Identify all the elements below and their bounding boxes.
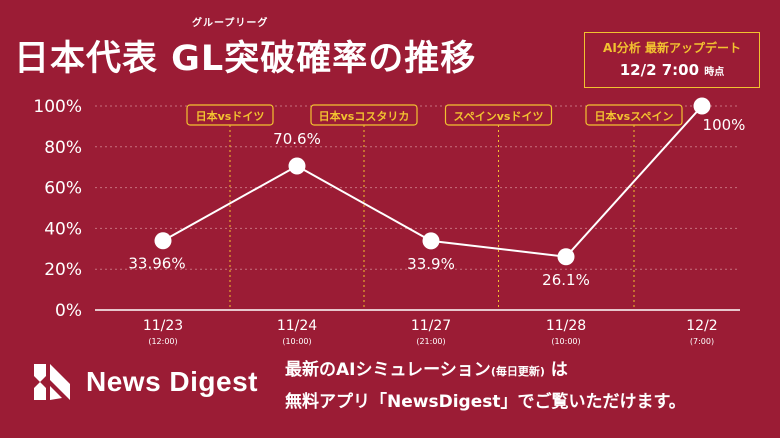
match-label: 日本vsドイツ [196, 109, 265, 123]
page-title: 日本代表 GL突破確率の推移 [14, 39, 477, 79]
update-timestamp: 12/2 7:00 時点 [585, 61, 759, 79]
data-point [422, 232, 440, 250]
x-tick-time-label: (21:00) [416, 337, 445, 346]
data-point [557, 248, 575, 266]
match-label: スペインvsドイツ [454, 110, 544, 123]
x-tick-label: 11/24 [277, 318, 317, 334]
x-tick-label: 11/23 [143, 318, 183, 334]
x-tick-time-label: (10:00) [551, 337, 580, 346]
data-label: 26.1% [542, 271, 590, 289]
promo-line-1-end: は [550, 360, 568, 380]
data-label: 100% [703, 116, 746, 134]
data-label: 33.96% [128, 255, 185, 273]
update-suffix: 時点 [704, 67, 725, 78]
x-tick-label: 12/2 [686, 318, 717, 334]
x-tick-label: 11/27 [411, 318, 451, 334]
update-label: AI分析 最新アップデート [603, 41, 741, 55]
news-digest-logo-icon [34, 364, 70, 400]
match-label-box [444, 104, 553, 126]
match-label-box [186, 104, 274, 126]
update-badge: AI分析 最新アップデート 12/2 7:00 時点 [584, 32, 760, 88]
title-ruby: グループリーグ [192, 18, 269, 29]
promo-line-1-note: (毎日更新) [490, 365, 545, 378]
data-point [154, 232, 172, 250]
promo-line-1-main: 最新のAIシミュレーション [285, 360, 491, 380]
match-label-box [310, 104, 418, 126]
data-label: 33.9% [407, 255, 455, 273]
logo-text: News Digest [86, 366, 258, 397]
data-point [693, 97, 711, 115]
y-tick-label: 60% [44, 179, 82, 199]
y-tick-label: 100% [33, 97, 82, 117]
x-tick-label: 11/28 [546, 318, 586, 334]
match-label-box [585, 104, 683, 126]
promo-line-2: 無料アプリ「NewsDigest」でご覧いただけます。 [285, 392, 686, 412]
update-time: 12/2 7:00 [619, 61, 700, 79]
promo-text: 最新のAIシミュレーション(毎日更新) は 無料アプリ「NewsDigest」で… [285, 355, 686, 417]
y-tick-label: 80% [44, 138, 82, 158]
x-tick-time-label: (10:00) [282, 337, 311, 346]
match-label: 日本vsスペイン [595, 109, 674, 123]
y-tick-label: 0% [55, 301, 82, 321]
news-digest-logo: News Digest [30, 360, 258, 404]
x-tick-time-label: (12:00) [148, 337, 177, 346]
x-tick-time-label: (7:00) [690, 337, 714, 346]
data-point [288, 157, 306, 175]
promo-line-1: 最新のAIシミュレーション(毎日更新) は [285, 355, 686, 387]
y-tick-label: 40% [44, 219, 82, 239]
data-label: 70.6% [273, 130, 321, 148]
match-label: 日本vsコスタリカ [319, 109, 410, 123]
y-tick-label: 20% [44, 260, 82, 280]
